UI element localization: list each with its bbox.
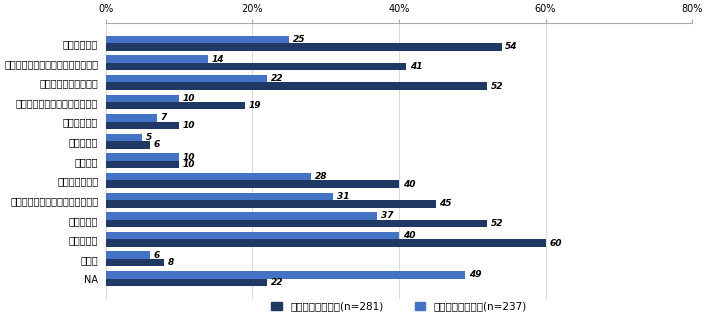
Bar — [106, 102, 245, 109]
Text: 22: 22 — [271, 74, 284, 83]
Text: 60: 60 — [549, 238, 562, 248]
Bar — [106, 141, 150, 149]
Text: 28: 28 — [315, 172, 327, 181]
Text: 19: 19 — [249, 101, 261, 110]
Bar — [106, 161, 179, 168]
Bar — [106, 55, 209, 63]
Bar — [106, 75, 267, 82]
Text: 14: 14 — [212, 55, 225, 63]
Bar — [106, 271, 465, 279]
Text: 5: 5 — [146, 133, 153, 142]
Bar — [106, 94, 179, 102]
Bar — [106, 239, 546, 247]
Text: 37: 37 — [380, 211, 393, 220]
Bar — [106, 212, 377, 220]
Bar — [106, 82, 487, 90]
Text: 10: 10 — [183, 121, 195, 130]
Text: 49: 49 — [469, 270, 481, 279]
Text: 8: 8 — [168, 258, 175, 267]
Text: 25: 25 — [293, 35, 305, 44]
Text: 6: 6 — [153, 251, 160, 260]
Bar — [106, 232, 399, 239]
Text: 10: 10 — [183, 94, 195, 103]
Text: 52: 52 — [491, 81, 503, 91]
Text: 41: 41 — [410, 62, 423, 71]
Bar — [106, 173, 311, 180]
Text: 6: 6 — [153, 140, 160, 150]
Text: 22: 22 — [271, 278, 284, 287]
Bar — [106, 279, 267, 286]
Bar — [106, 153, 179, 161]
Text: 40: 40 — [403, 231, 415, 240]
Bar — [106, 36, 289, 43]
Bar — [106, 63, 407, 70]
Bar — [106, 200, 436, 208]
Bar — [106, 220, 487, 227]
Legend: 事件から１年以内(n=281), 事件から１年以陰(n=237): 事件から１年以内(n=281), 事件から１年以陰(n=237) — [267, 297, 531, 315]
Bar — [106, 134, 142, 141]
Bar — [106, 193, 333, 200]
Text: 10: 10 — [183, 152, 195, 162]
Text: 7: 7 — [160, 113, 167, 122]
Bar — [106, 259, 165, 266]
Text: 54: 54 — [506, 42, 518, 51]
Text: 10: 10 — [183, 160, 195, 169]
Text: 52: 52 — [491, 219, 503, 228]
Text: 45: 45 — [439, 199, 452, 208]
Bar — [106, 114, 157, 122]
Bar — [106, 43, 501, 51]
Text: 40: 40 — [403, 180, 415, 189]
Text: 31: 31 — [337, 192, 349, 201]
Bar — [106, 251, 150, 259]
Bar — [106, 180, 399, 188]
Bar — [106, 122, 179, 129]
